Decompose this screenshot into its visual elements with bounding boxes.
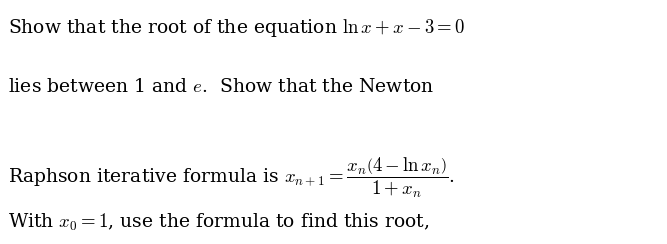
- Text: Show that the root of the equation $\ln x + x - 3 = 0$: Show that the root of the equation $\ln …: [8, 17, 466, 39]
- Text: Raphson iterative formula is $x_{n+1} = \dfrac{x_n\left(4 - \ln x_n\right)}{1 + : Raphson iterative formula is $x_{n+1} = …: [8, 156, 455, 200]
- Text: With $x_0 = 1$, use the formula to find this root,: With $x_0 = 1$, use the formula to find …: [8, 212, 430, 234]
- Text: lies between 1 and $e$.  Show that the Newton: lies between 1 and $e$. Show that the Ne…: [8, 78, 434, 96]
